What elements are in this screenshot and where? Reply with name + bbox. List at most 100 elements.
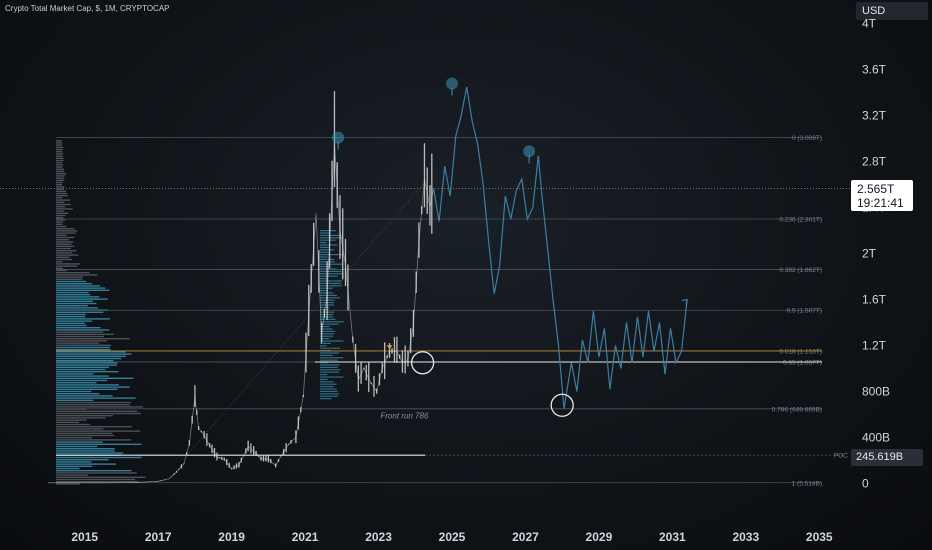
profile-bar — [56, 388, 118, 390]
profile-bar — [56, 467, 80, 470]
y-tick-label: 1.6T — [862, 293, 887, 307]
profile-bar — [320, 330, 336, 332]
profile-bar — [56, 247, 71, 250]
profile-bar — [56, 439, 132, 441]
profile-bar — [56, 289, 110, 291]
x-tick-label: 2015 — [71, 530, 98, 544]
x-tick-label: 2031 — [659, 530, 686, 544]
profile-bar — [56, 340, 108, 342]
profile-bar — [56, 142, 63, 144]
profile-bar — [56, 256, 70, 258]
profile-bar — [56, 300, 93, 302]
profile-bar — [56, 366, 109, 368]
profile-bar — [56, 338, 130, 340]
y-tick-label: 1.2T — [862, 339, 887, 353]
profile-bar — [320, 357, 344, 359]
projection-series — [433, 86, 688, 409]
profile-bar — [320, 297, 341, 299]
profile-bar — [56, 421, 80, 423]
profile-bar — [320, 388, 337, 390]
profile-bar — [320, 318, 336, 320]
profile-bar — [56, 219, 66, 221]
profile-bar — [56, 162, 63, 164]
fibonacci-levels: 0 (3.009T) 0.236 (2.301T) 0.382 (1.862T) 0.… — [0, 135, 850, 487]
profile-bar — [56, 410, 138, 412]
profile-bar — [320, 395, 339, 397]
profile-bar — [56, 465, 93, 467]
profile-bar — [56, 384, 120, 386]
profile-bar — [320, 306, 330, 308]
profile-bar — [56, 432, 113, 434]
profile-bar — [56, 179, 65, 181]
profile-bar — [320, 333, 334, 335]
x-tick-label: 2033 — [732, 530, 759, 544]
profile-bar — [56, 434, 115, 437]
profile-bar — [56, 470, 132, 472]
currency-button[interactable]: USD — [856, 2, 928, 20]
profile-bar — [320, 321, 344, 323]
profile-bar — [320, 249, 335, 251]
profile-bar — [56, 252, 73, 254]
profile-bar — [56, 362, 118, 364]
profile-bar — [56, 159, 64, 162]
profile-bar — [320, 386, 334, 388]
profile-bar — [56, 443, 142, 445]
peak-dot — [332, 131, 345, 144]
profile-bar — [56, 474, 89, 476]
profile-bar — [56, 232, 76, 234]
profile-bar — [56, 346, 110, 349]
profile-bar — [56, 298, 108, 300]
x-tick-label: 2035 — [806, 530, 833, 544]
profile-bar — [56, 254, 79, 256]
profile-bar — [56, 239, 69, 241]
poc-price-tag: 245.619B — [851, 449, 923, 466]
profile-bar — [56, 452, 124, 454]
profile-bar — [56, 265, 78, 267]
profile-bar — [56, 401, 131, 404]
profile-bar — [56, 333, 114, 335]
profile-bar — [56, 278, 83, 280]
profile-bar — [56, 280, 87, 283]
chart-markers: Front run 786 — [332, 77, 574, 420]
profile-bar — [56, 478, 136, 481]
profile-bar — [56, 285, 101, 287]
profile-bar — [56, 151, 63, 153]
profile-bar — [56, 294, 91, 296]
profile-bar — [56, 236, 75, 239]
fib-label: 0.236 (2.301T) — [779, 216, 822, 223]
profile-bar — [320, 270, 342, 272]
profile-bar — [56, 450, 115, 452]
profile-bar — [56, 157, 64, 159]
profile-bar — [56, 173, 67, 175]
profile-bar — [56, 399, 94, 401]
profile-bar — [56, 206, 66, 208]
volume-profile — [56, 140, 344, 485]
poc-label: POC — [834, 453, 848, 460]
profile-bar — [320, 364, 340, 366]
profile-bar — [320, 242, 327, 244]
profile-bar — [56, 393, 100, 395]
profile-bar — [56, 395, 113, 397]
profile-bar — [320, 244, 338, 246]
profile-bar — [320, 359, 338, 361]
profile-bar — [56, 419, 87, 421]
profile-bar — [320, 381, 334, 383]
profile-bar — [320, 258, 335, 260]
profile-bar — [56, 225, 67, 228]
profile-bar — [320, 282, 342, 284]
profile-bar — [56, 276, 83, 278]
profile-bar — [56, 302, 97, 305]
profile-bar — [320, 362, 329, 364]
profile-bar — [320, 366, 338, 368]
profile-bar — [320, 345, 327, 347]
bar-countdown: 19:21:41 — [857, 196, 904, 210]
front-run-annotation: Front run 786 — [380, 411, 429, 420]
profile-bar — [56, 368, 106, 371]
x-axis[interactable]: 2015 2017 2019 2021 2023 2025 2027 2029 2031 2033… — [71, 530, 833, 544]
profile-bar — [56, 217, 64, 219]
profile-bar — [56, 379, 108, 382]
profile-bar — [320, 263, 342, 265]
profile-bar — [320, 230, 336, 232]
